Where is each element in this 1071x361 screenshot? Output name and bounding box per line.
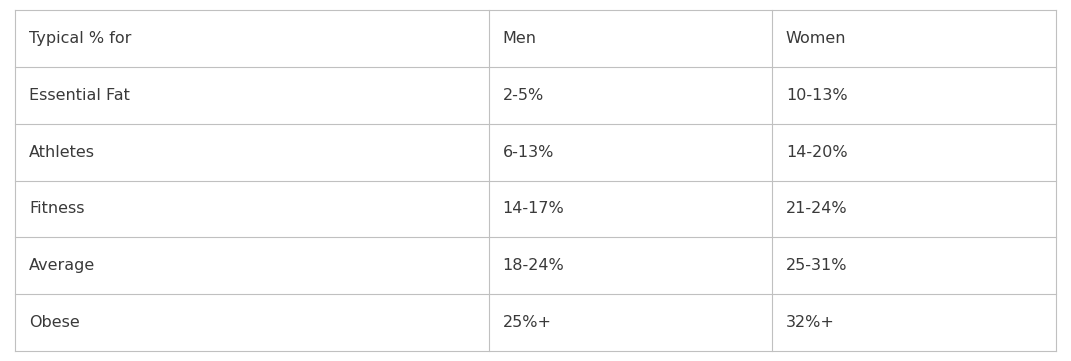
Text: 21-24%: 21-24%: [786, 201, 847, 216]
Text: Average: Average: [29, 258, 95, 273]
Text: Typical % for: Typical % for: [29, 31, 132, 46]
Text: Women: Women: [786, 31, 846, 46]
Text: 18-24%: 18-24%: [502, 258, 564, 273]
Text: 10-13%: 10-13%: [786, 88, 847, 103]
Text: 25%+: 25%+: [502, 315, 552, 330]
Text: 14-20%: 14-20%: [786, 145, 847, 160]
Text: 25-31%: 25-31%: [786, 258, 847, 273]
Text: 6-13%: 6-13%: [502, 145, 554, 160]
Text: Athletes: Athletes: [29, 145, 95, 160]
Text: Men: Men: [502, 31, 537, 46]
Text: 14-17%: 14-17%: [502, 201, 564, 216]
Text: 32%+: 32%+: [786, 315, 834, 330]
Text: Obese: Obese: [29, 315, 79, 330]
Text: Essential Fat: Essential Fat: [29, 88, 130, 103]
Text: 2-5%: 2-5%: [502, 88, 544, 103]
Text: Fitness: Fitness: [29, 201, 85, 216]
